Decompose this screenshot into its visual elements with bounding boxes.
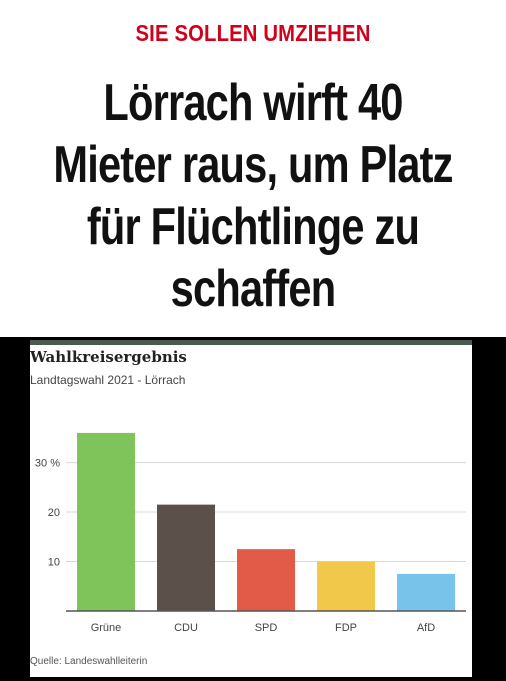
y-tick-label: 10 — [48, 557, 60, 569]
bar-afd[interactable] — [397, 573, 455, 611]
bar-cdu[interactable] — [157, 504, 215, 611]
bar-chart: 10 20 30 % Grüne CDU SPD FDP AfD — [35, 432, 466, 634]
headline-line-2: Mieter raus, um Platz — [53, 136, 453, 194]
article-header: SIE SOLLEN UMZIEHEN Lörrach wirft 40 Mie… — [0, 0, 506, 337]
x-tick-label: AfD — [417, 622, 435, 634]
chart-source: Quelle: Landeswahlleiterin — [30, 656, 148, 667]
chart-subtitle: Landtagswahl 2021 - Lörrach — [30, 373, 186, 387]
bar-fdp[interactable] — [317, 561, 375, 611]
x-tick-label: Grüne — [91, 622, 122, 634]
bar-spd[interactable] — [237, 549, 295, 611]
x-tick-label: FDP — [335, 622, 357, 634]
article-kicker: SIE SOLLEN UMZIEHEN — [135, 20, 371, 46]
y-tick-label: 20 — [48, 507, 60, 519]
x-tick-label: CDU — [174, 622, 198, 634]
y-tick-label: 30 % — [35, 458, 60, 470]
headline-line-3: für Flüchtlinge zu — [86, 198, 420, 256]
card-top-rule — [30, 340, 472, 345]
headline-line-4: schaffen — [170, 260, 336, 318]
article-headline[interactable]: Lörrach wirft 40 Mieter raus, um Platz f… — [0, 72, 506, 320]
headline-line-1: Lörrach wirft 40 — [103, 74, 403, 132]
chart-card: Wahlkreisergebnis Landtagswahl 2021 - Lö… — [30, 340, 472, 677]
x-tick-label: SPD — [255, 622, 278, 634]
bar-grüne[interactable] — [77, 432, 135, 611]
chart-title: Wahlkreisergebnis — [30, 348, 187, 366]
